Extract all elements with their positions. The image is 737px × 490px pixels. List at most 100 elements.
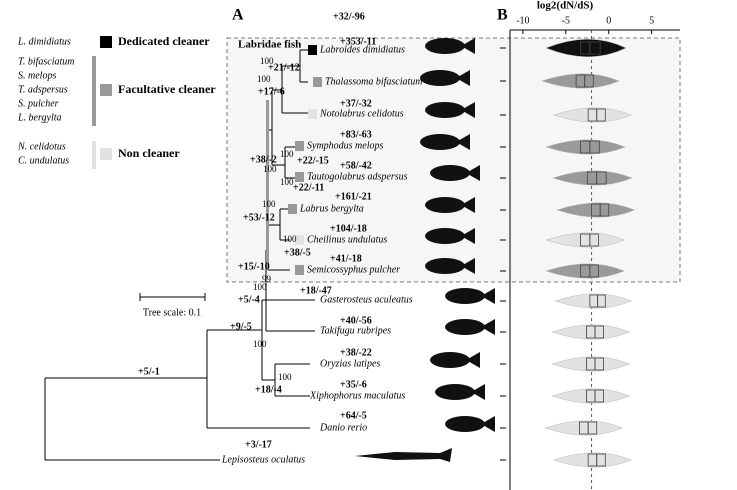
x-tick-label: 0 — [606, 15, 611, 26]
violin — [545, 263, 625, 279]
leaf-change: +104/-18 — [330, 223, 367, 234]
leaf-name: Tautogolabrus adspersus — [307, 171, 408, 182]
cleaner-marker — [313, 77, 322, 87]
legend-swatch — [92, 56, 96, 126]
support-value: 100 — [253, 339, 267, 349]
branch-change: +18/-4 — [255, 384, 282, 395]
leaf-name: Cheilinus undulatus — [307, 234, 387, 245]
fish — [430, 352, 470, 368]
branch-change: +21/-12 — [268, 62, 300, 73]
leaf-change: +18/-47 — [300, 285, 332, 296]
leaf-change: +83/-63 — [340, 129, 372, 140]
legend-label: Dedicated cleaner — [118, 34, 210, 48]
fish-silhouettes — [355, 38, 495, 462]
cleaner-marker — [308, 109, 317, 119]
cleaner-marker — [308, 45, 317, 55]
leaf-change: +32/-96 — [333, 11, 365, 22]
legend-species: T. adspersus — [18, 84, 68, 95]
support-value: 100 — [263, 164, 277, 174]
support-value: 100 — [278, 372, 292, 382]
fish — [355, 448, 452, 462]
leaf-change: +37/-32 — [340, 98, 372, 109]
x-tick-label: -5 — [562, 15, 570, 26]
violin — [556, 202, 636, 218]
leaf-name: Takifugu rubripes — [320, 325, 391, 336]
fish — [420, 134, 460, 150]
leaf-name: Gasterosteus aculeatus — [320, 294, 413, 305]
violin — [545, 232, 625, 248]
legend-label: Non cleaner — [118, 146, 180, 160]
violin — [553, 452, 632, 468]
leaf-name: Labrus bergylta — [299, 203, 364, 214]
branch-change: +38/-2 — [250, 154, 277, 165]
fish — [435, 384, 475, 400]
panel-label: A — [232, 7, 244, 24]
legend-species: L. bergylta — [17, 112, 62, 123]
legend-swatch — [100, 36, 112, 48]
leaf-name: Oryzias latipes — [320, 358, 380, 369]
leaf-change: +3/-17 — [245, 439, 272, 450]
branch-change: +22/-15 — [297, 155, 329, 166]
fish — [425, 38, 465, 54]
violin — [551, 356, 630, 372]
legend-species: S. melops — [18, 70, 56, 81]
leaf-name: Notolabrus celidotus — [319, 108, 404, 119]
legend-swatch — [100, 148, 112, 160]
violin — [553, 107, 632, 123]
branch-change: +5/-1 — [138, 366, 160, 377]
leaf-change: +64/-5 — [340, 410, 367, 421]
fish-tail — [461, 102, 475, 118]
cleaner-marker — [295, 172, 304, 182]
fish — [425, 258, 465, 274]
fish-tail — [456, 70, 470, 86]
leaf-name: Symphodus melops — [307, 140, 383, 151]
violin — [544, 420, 624, 436]
panel-label: B — [497, 7, 508, 24]
fish-tail — [461, 258, 475, 274]
leaf-name: Xiphophorus maculatus — [309, 390, 405, 401]
fish-tail — [471, 384, 485, 400]
fish-tail — [461, 228, 475, 244]
fish — [425, 228, 465, 244]
legend-species: S. pulcher — [18, 98, 59, 109]
fish-tail — [461, 38, 475, 54]
branch-change: +38/-5 — [284, 247, 311, 258]
cleaner-marker — [295, 141, 304, 151]
legend-species: N. celidotus — [17, 141, 66, 152]
fish — [430, 165, 470, 181]
violin — [551, 324, 630, 340]
leaf-name: Labroides dimidiatus — [319, 44, 405, 55]
tree-scale-label: Tree scale: 0.1 — [143, 307, 201, 318]
cleaner-marker — [295, 265, 304, 275]
leaf-change: +38/-22 — [340, 347, 372, 358]
cleaner-marker — [288, 204, 297, 214]
legend-species: T. bifasciatum — [18, 56, 74, 67]
leaf-name: Lepisosteus oculatus — [221, 454, 305, 465]
branch-change: +22/-11 — [293, 182, 324, 193]
cleaner-marker — [295, 235, 304, 245]
support-value: 100 — [260, 56, 274, 66]
leaf-change: +58/-42 — [340, 160, 372, 171]
violin — [551, 388, 630, 404]
branch-change: +53/-12 — [243, 212, 275, 223]
fish-tail — [481, 288, 495, 304]
leaf-name: Thalassoma bifasciatum — [325, 76, 423, 87]
legend-label: Facultative cleaner — [118, 82, 216, 96]
branch-change: +17/-6 — [258, 86, 285, 97]
fish-tail — [456, 134, 470, 150]
x-tick-label: 5 — [649, 15, 654, 26]
support-value: 100 — [280, 177, 294, 187]
support-value: 99 — [262, 274, 272, 284]
violin — [545, 38, 627, 58]
fish — [445, 416, 485, 432]
fish-tail — [466, 352, 480, 368]
fish — [420, 70, 460, 86]
legend: L. dimidiatus Dedicated cleaner T. bifasci… — [17, 34, 216, 169]
fish — [425, 197, 465, 213]
group-label: Labridae fish — [238, 39, 301, 51]
legend-swatch — [100, 84, 112, 96]
support-value: 100 — [257, 74, 271, 84]
fish-tail — [461, 197, 475, 213]
support-value: 100 — [253, 282, 267, 292]
